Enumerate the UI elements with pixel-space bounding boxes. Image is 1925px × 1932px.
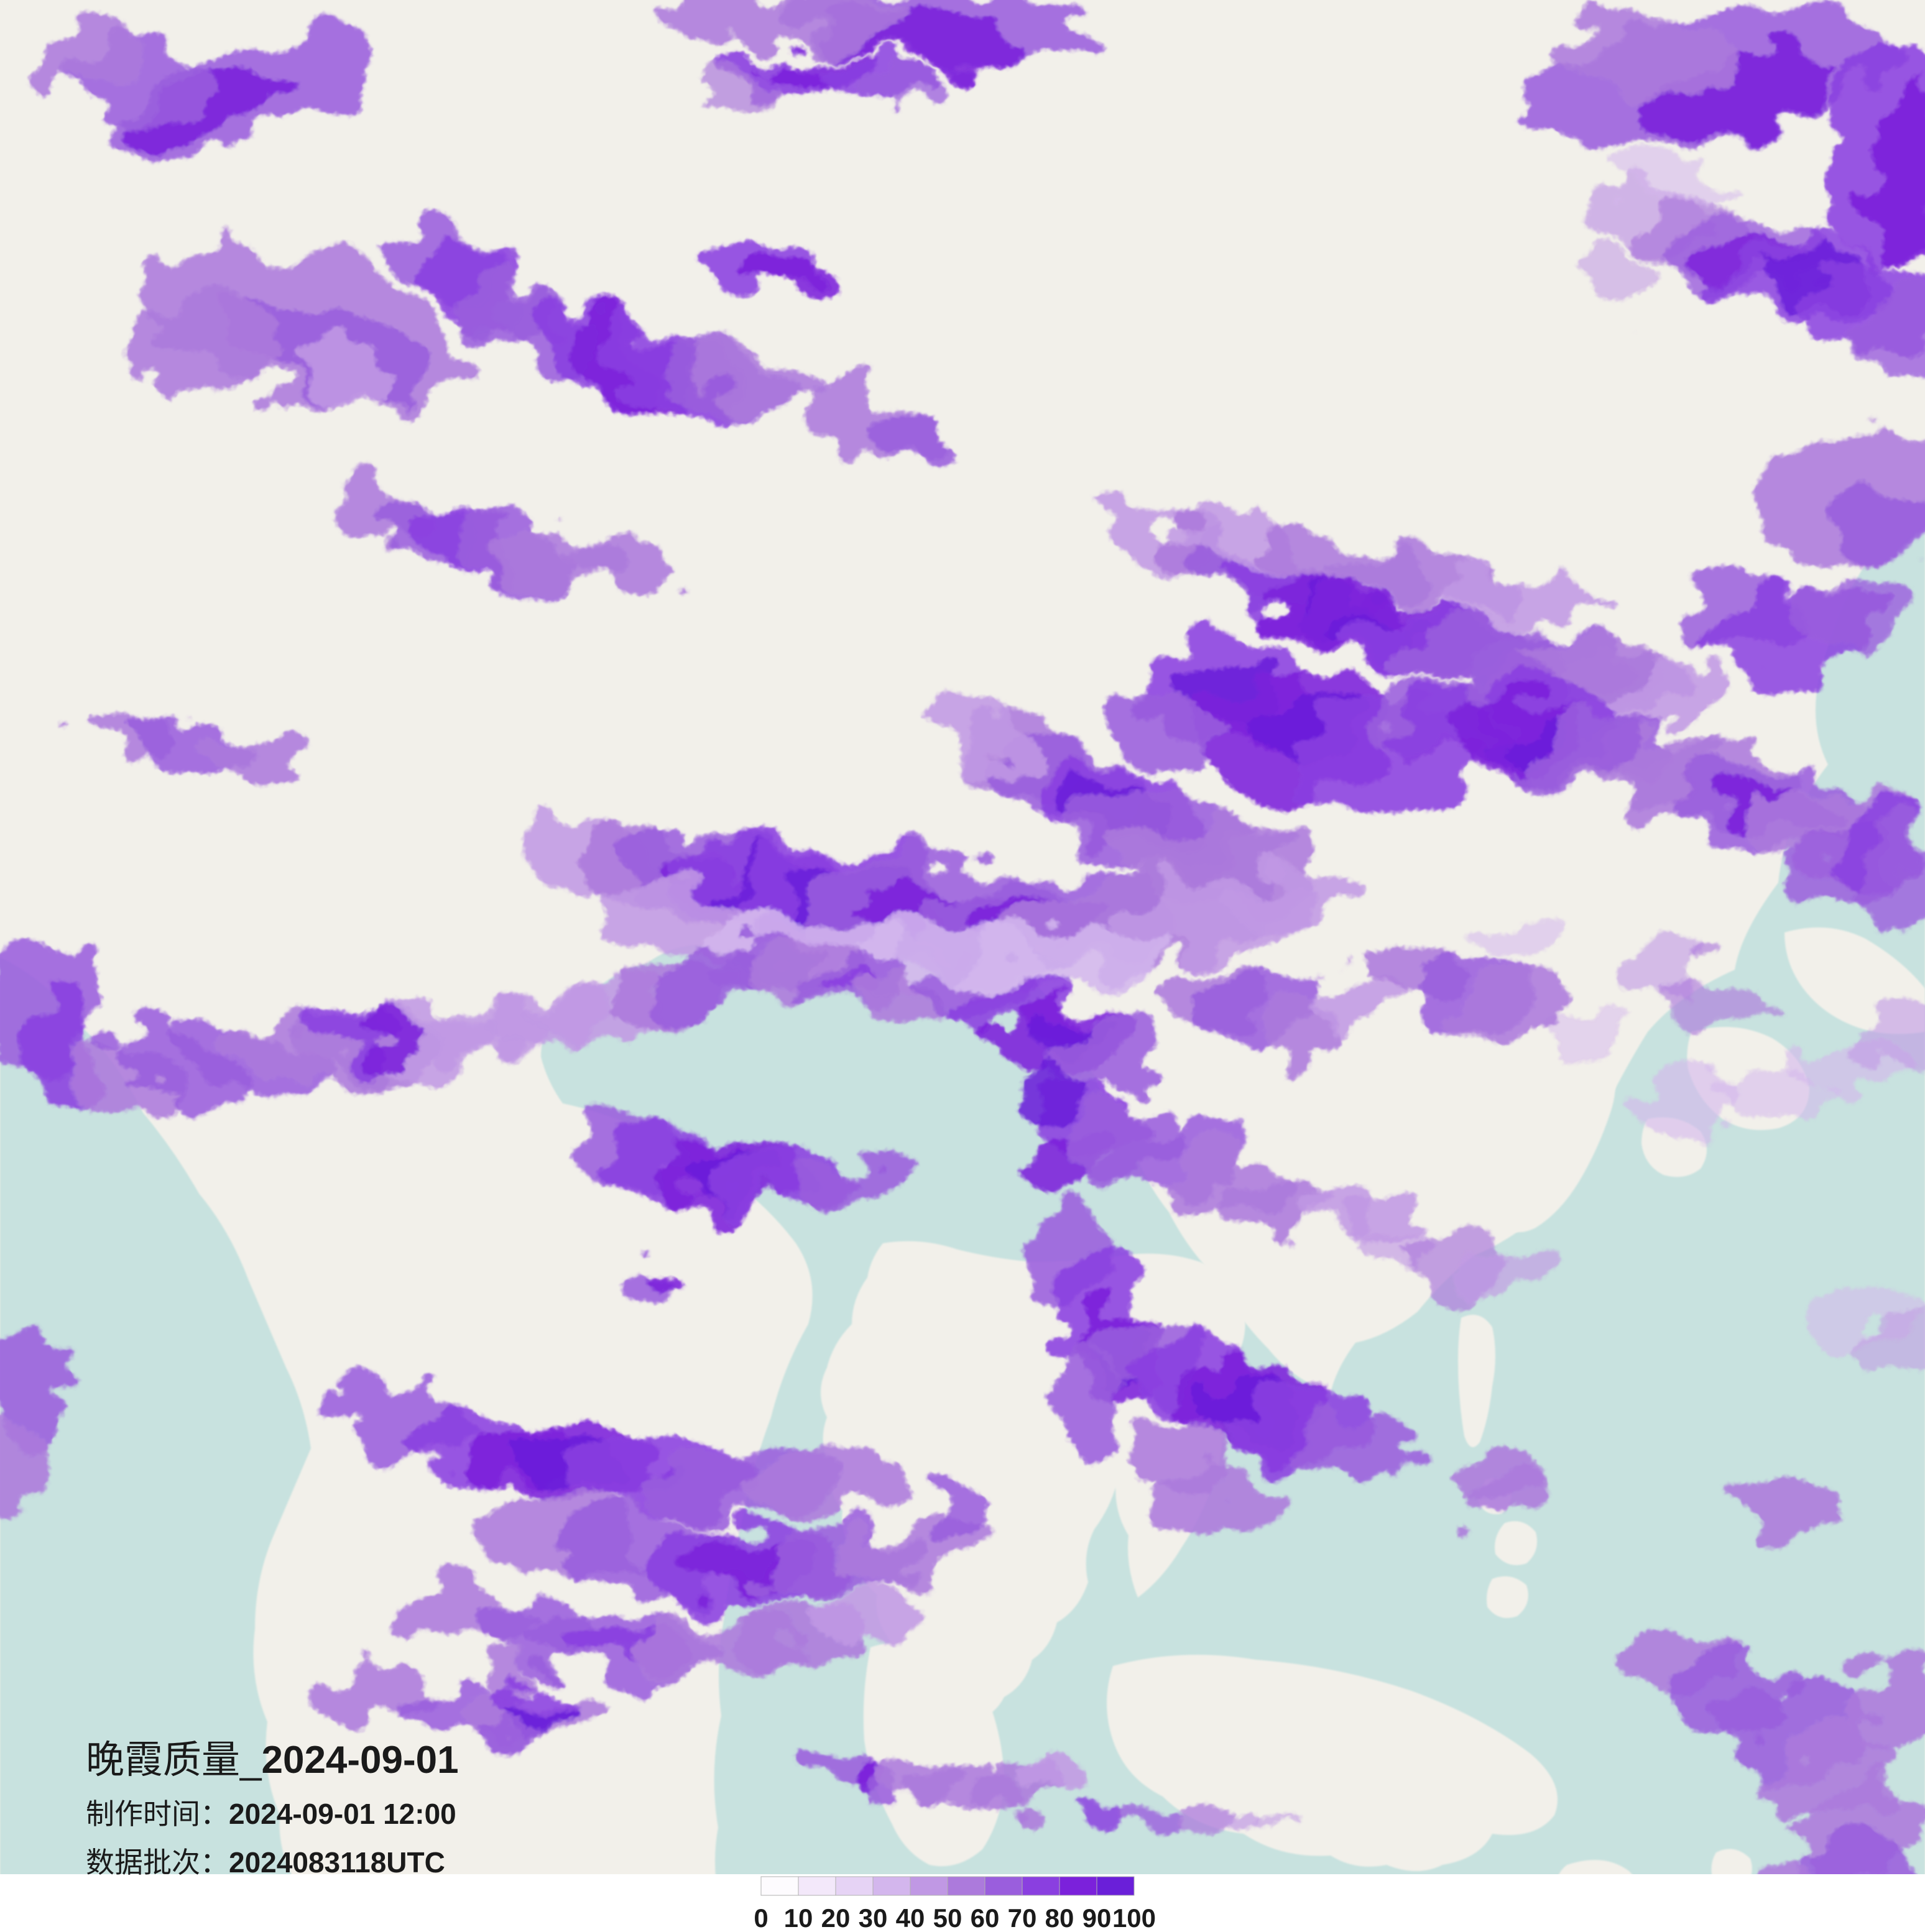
svg-text:40: 40 (896, 1903, 925, 1932)
svg-text:90: 90 (1083, 1903, 1112, 1932)
svg-text:20: 20 (821, 1903, 851, 1932)
svg-text:50: 50 (933, 1903, 962, 1932)
svg-text:晚霞质量_2024-09-01: 晚霞质量_2024-09-01 (86, 1739, 459, 1782)
svg-text:70: 70 (1008, 1903, 1037, 1932)
svg-text:0: 0 (754, 1903, 768, 1932)
svg-text:30: 30 (859, 1903, 888, 1932)
svg-text:100: 100 (1112, 1903, 1156, 1932)
svg-text:制作时间：2024-09-01 12:00: 制作时间：2024-09-01 12:00 (86, 1798, 456, 1830)
svg-text:60: 60 (971, 1903, 1000, 1932)
svg-text:80: 80 (1045, 1903, 1074, 1932)
svg-text:数据批次：2024083118UTC: 数据批次：2024083118UTC (86, 1846, 445, 1879)
svg-text:10: 10 (784, 1903, 813, 1932)
